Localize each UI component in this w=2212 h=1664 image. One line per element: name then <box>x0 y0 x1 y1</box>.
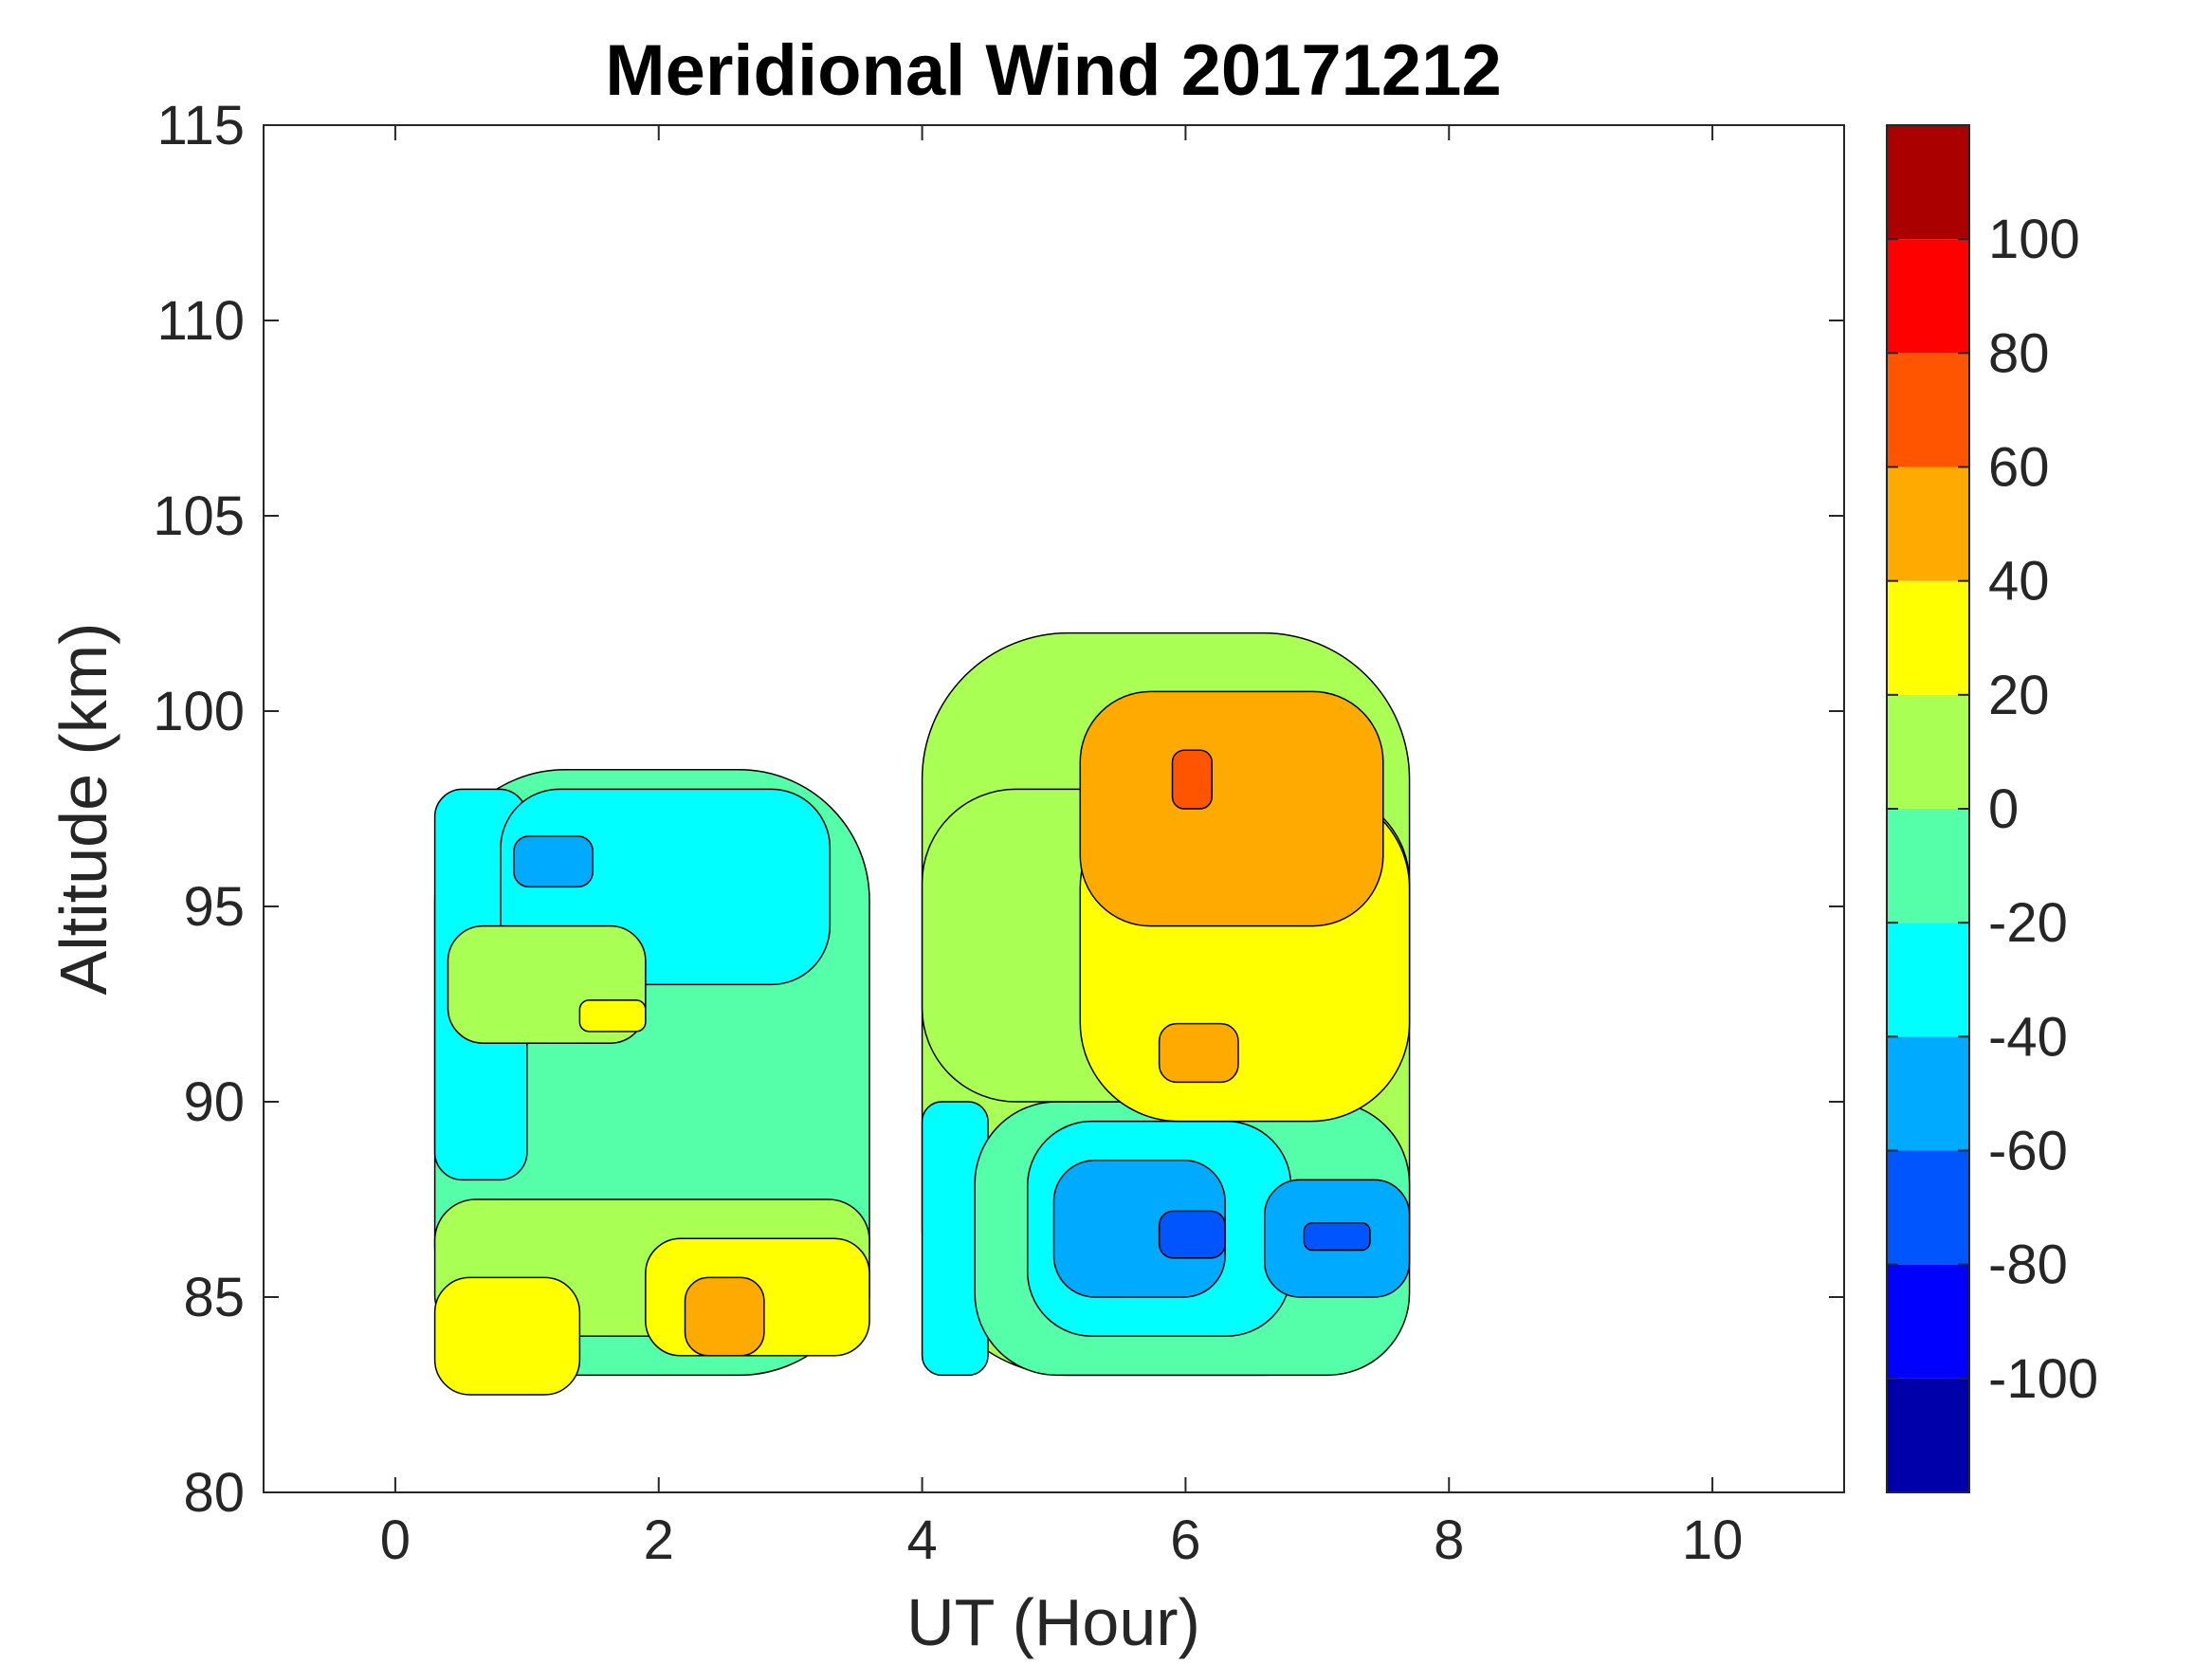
colorbar-tick-label: 100 <box>1988 209 2080 270</box>
wind-region-11 <box>684 1276 765 1357</box>
colorbar-tick-label: 0 <box>1988 778 2019 840</box>
y-axis-label: Altitude (km) <box>46 623 120 996</box>
colorbar-tick-label: -100 <box>1988 1348 2098 1410</box>
y-axis: 80 85 90 95 100 105 110 115 <box>153 95 1844 1524</box>
y-tick-label: 100 <box>153 681 245 742</box>
y-tick-label: 80 <box>183 1462 245 1524</box>
x-tick-label: 6 <box>1170 1509 1200 1571</box>
wind-region-16 <box>1158 1210 1226 1259</box>
x-tick-label: 8 <box>1434 1509 1464 1571</box>
wind-region-5 <box>513 835 594 888</box>
colorbar-segment <box>1887 580 1969 695</box>
colorbar-segment <box>1887 239 1969 354</box>
colorbar-tick-label: 40 <box>1988 551 2050 613</box>
x-tick-label: 4 <box>906 1509 937 1571</box>
wind-region-22 <box>1171 749 1213 810</box>
colorbar-tick-label: 20 <box>1988 665 2050 726</box>
colorbar-segment <box>1887 923 1969 1037</box>
colorbar-segment <box>1887 809 1969 923</box>
colorbar-tick-label: 60 <box>1988 437 2050 499</box>
wind-region-18 <box>1303 1221 1371 1252</box>
x-tick-label: 2 <box>644 1509 674 1571</box>
wind-region-23 <box>1158 1022 1239 1084</box>
colorbar-segment <box>1887 694 1969 809</box>
x-tick-label: 10 <box>1682 1509 1744 1571</box>
colorbar-segment <box>1887 353 1969 467</box>
y-tick-label: 105 <box>153 485 245 547</box>
colorbar-segment <box>1887 1150 1969 1265</box>
colorbar-tick-label: -20 <box>1988 892 2068 954</box>
y-tick-label: 85 <box>183 1267 245 1328</box>
colorbar-tick-label: -40 <box>1988 1006 2068 1068</box>
x-axis: 0 2 4 6 8 10 <box>380 125 1744 1571</box>
colorbar-segment <box>1887 466 1969 581</box>
colorbar-tick-label: 80 <box>1988 322 2050 384</box>
colorbar-tick-label: -80 <box>1988 1234 2068 1296</box>
y-tick-label: 110 <box>157 290 245 352</box>
y-tick-label: 90 <box>183 1071 245 1133</box>
colorbar-tick-label: -60 <box>1988 1121 2068 1182</box>
wind-region-21 <box>1079 690 1384 927</box>
chart-title: Meridional Wind 20171212 <box>605 30 1501 111</box>
colorbar-segment <box>1887 1264 1969 1379</box>
colorbar-segment <box>1887 125 1969 240</box>
y-tick-label: 95 <box>183 876 245 938</box>
colorbar: -100 -80 -60 -40 -20 0 20 40 60 80 100 <box>1886 124 2098 1493</box>
colorbar-segment <box>1887 1378 1969 1492</box>
wind-region-7 <box>578 999 647 1033</box>
wind-region-9 <box>433 1276 581 1396</box>
colorbar-segment <box>1887 1036 1969 1151</box>
heatmap-layer <box>433 631 1411 1396</box>
y-tick-label: 115 <box>157 95 245 156</box>
x-axis-label: UT (Hour) <box>906 1585 1200 1659</box>
plot-frame <box>263 124 1845 1493</box>
x-tick-label: 0 <box>380 1509 411 1571</box>
